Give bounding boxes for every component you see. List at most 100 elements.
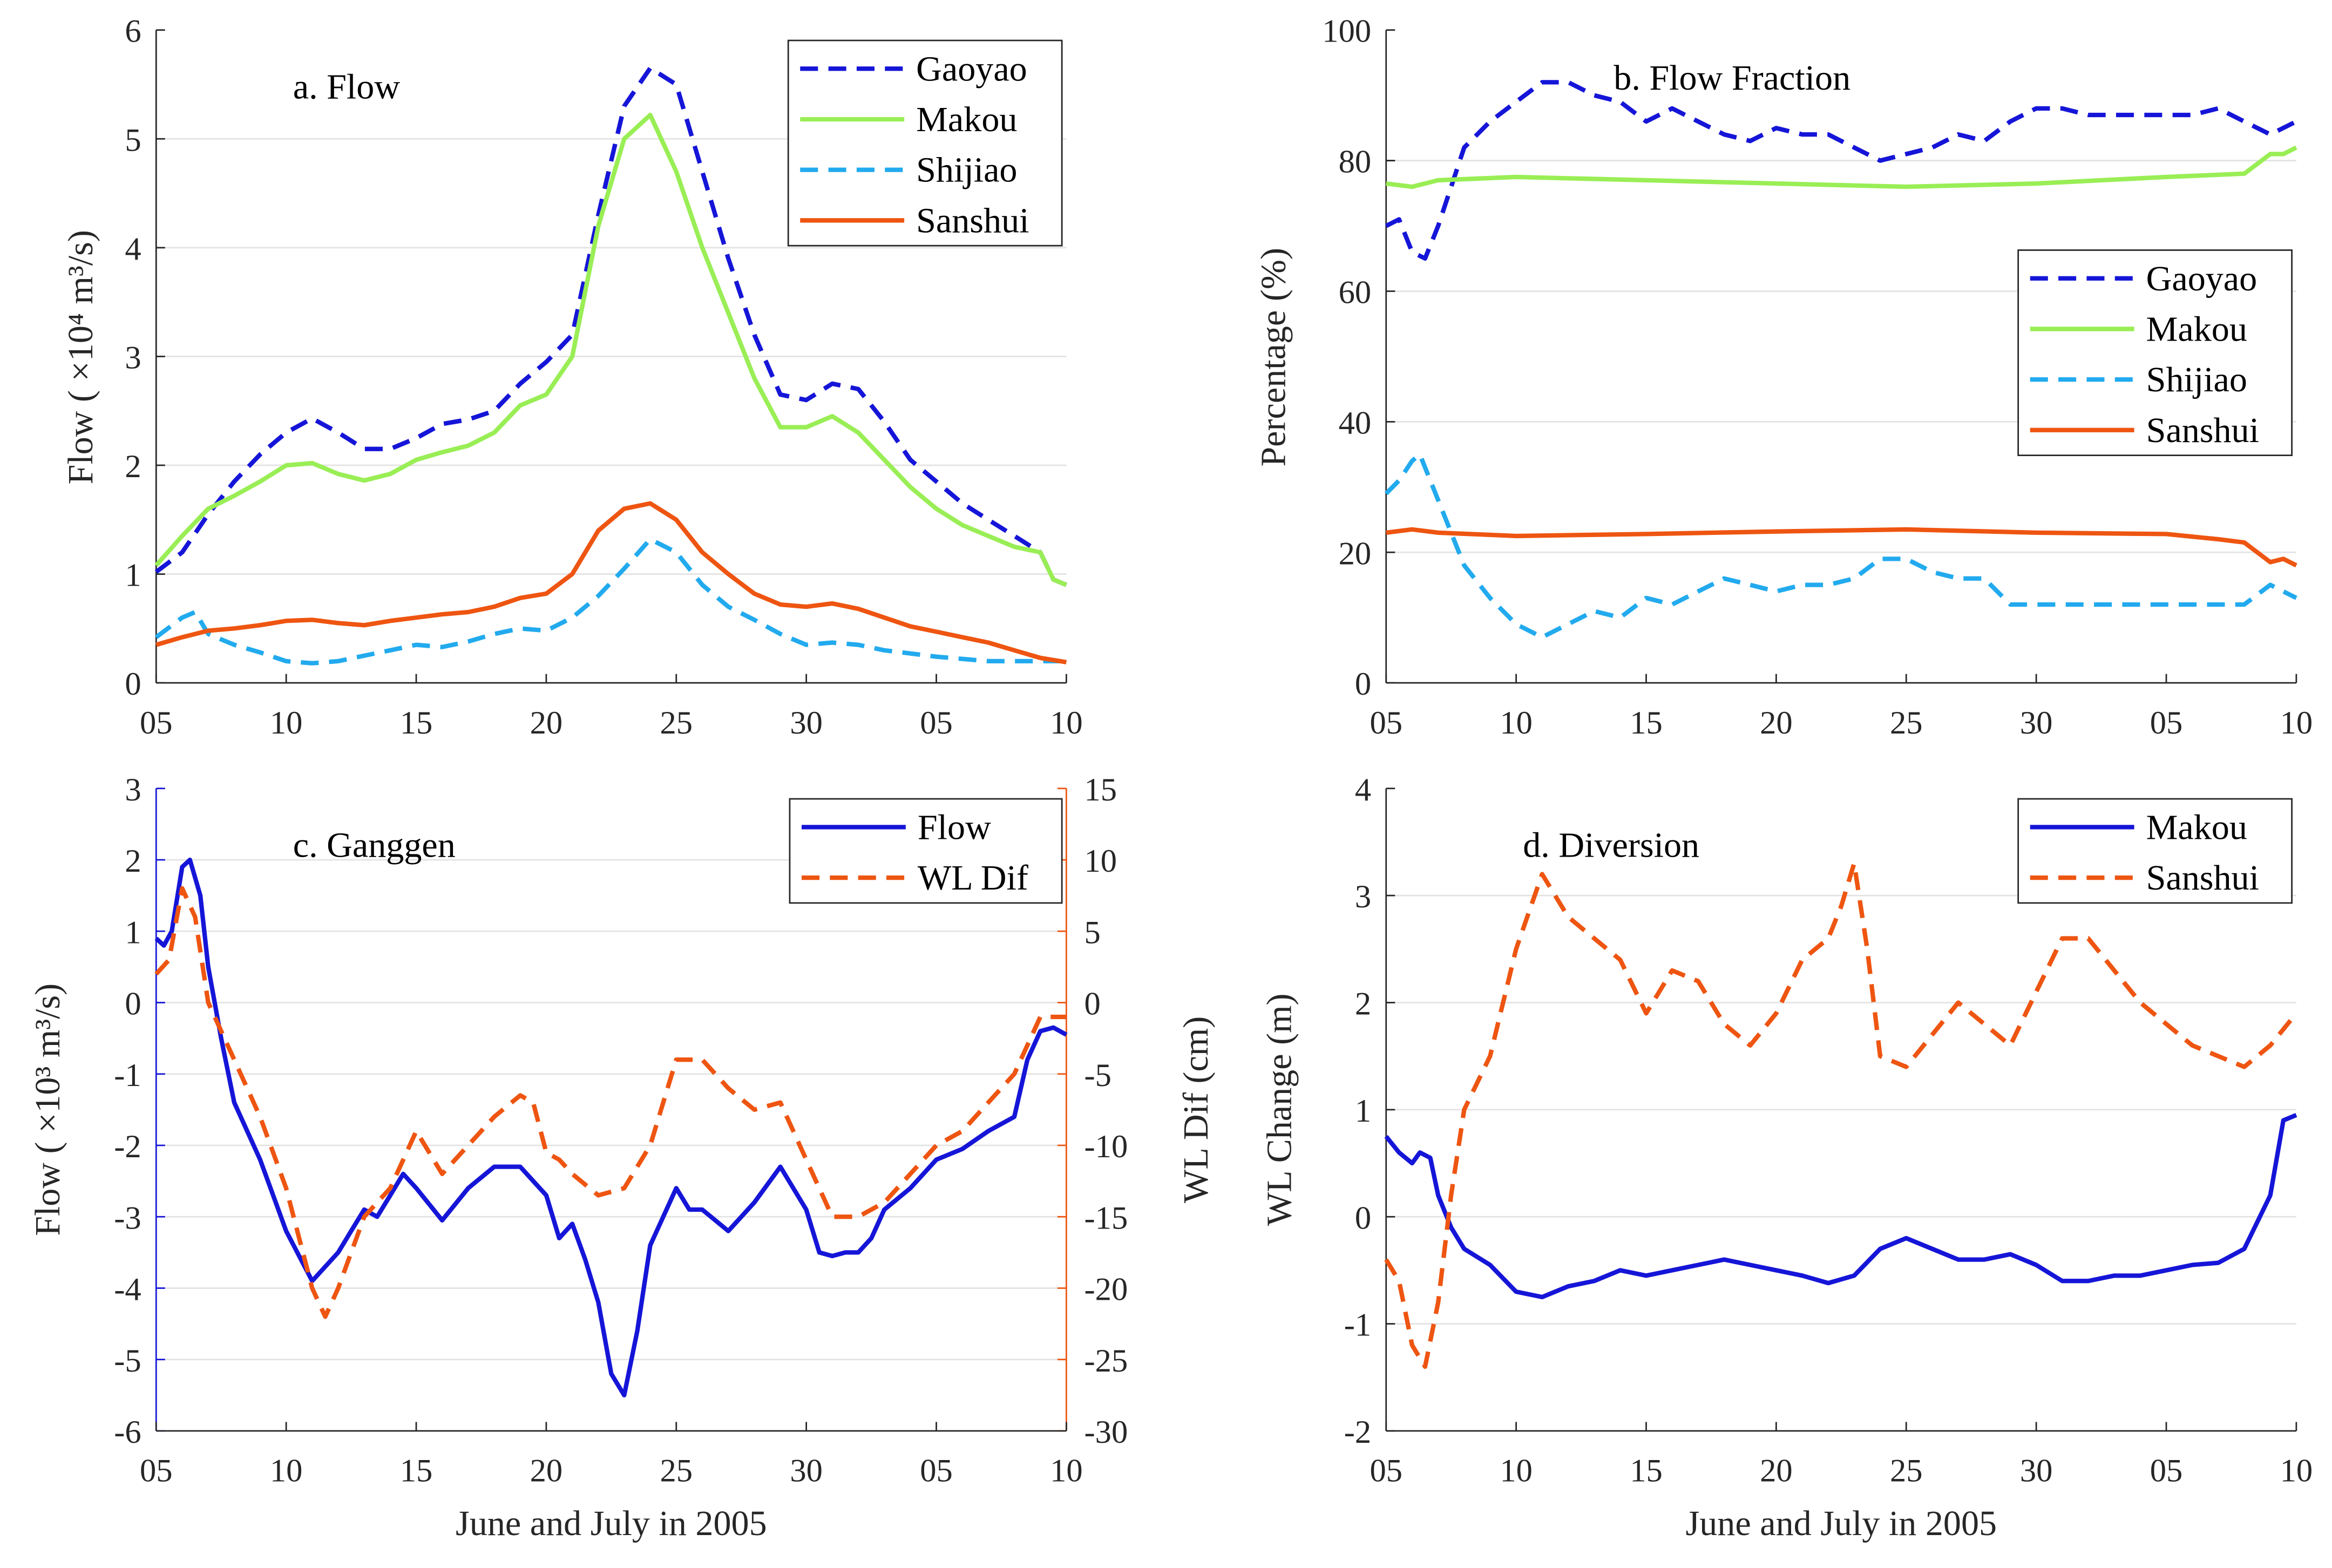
x-tick-label: 30 xyxy=(790,1453,823,1489)
x-tick-label: 10 xyxy=(1050,705,1083,741)
x-tick-label: 10 xyxy=(270,1453,303,1489)
y-tick-label: -2 xyxy=(1344,1414,1372,1450)
panel-title: a. Flow xyxy=(293,67,401,106)
x-tick-label: 30 xyxy=(790,705,823,741)
y-tick-label: -3 xyxy=(114,1200,141,1236)
y-right-tick-label: -10 xyxy=(1084,1129,1128,1165)
y-right-tick-label: -15 xyxy=(1084,1200,1128,1236)
series-line-shijiao xyxy=(154,537,1067,666)
legend: Flow WL Dif xyxy=(789,798,1063,904)
y-axis-label: Flow ( ×10³ m³/s) xyxy=(28,983,67,1236)
y-tick-label: -1 xyxy=(114,1057,141,1094)
x-tick-label: 30 xyxy=(2020,705,2053,741)
x-axis-label: June and July in 2005 xyxy=(456,1504,767,1543)
y-tick-label: 0 xyxy=(1355,666,1371,702)
y-right-tick-label: -30 xyxy=(1084,1414,1128,1450)
y-right-tick-label: 0 xyxy=(1084,986,1100,1022)
x-tick-label: 05 xyxy=(920,705,953,741)
x-tick-label: 15 xyxy=(1630,1453,1663,1489)
x-tick-label: 05 xyxy=(2150,1453,2183,1489)
series-line-makou xyxy=(154,112,1067,587)
y-right-tick-label: -20 xyxy=(1084,1272,1128,1308)
legend: Makou Sanshui xyxy=(2017,798,2293,904)
y-tick-label: 0 xyxy=(125,986,141,1022)
series-line-flow xyxy=(154,857,1068,1397)
series-line-makou xyxy=(1386,145,2297,189)
y-axis-label: Percentage (%) xyxy=(1253,248,1293,467)
x-tick-label: 05 xyxy=(140,1453,173,1489)
y-tick-label: 40 xyxy=(1339,405,1372,441)
x-tick-label: 25 xyxy=(1890,1453,1923,1489)
y-right-tick-label: -25 xyxy=(1084,1343,1128,1379)
series-line-gaoyao xyxy=(1385,80,2297,261)
x-tick-label: 25 xyxy=(660,1453,693,1489)
y-tick-label: -6 xyxy=(114,1414,141,1450)
panel-b: 0 20 40 60 80 100 05 10 15 20 25 30 05 10 b. Flow Frac… xyxy=(1253,13,2313,741)
legend-label: Makou xyxy=(916,100,1017,139)
series-line-sanshui xyxy=(1386,527,2297,568)
y-tick-label: 1 xyxy=(1355,1093,1371,1129)
series-line-gaoyao xyxy=(154,66,1067,587)
y-tick-label: -2 xyxy=(114,1129,141,1165)
y-tick-label: 3 xyxy=(1355,879,1371,915)
legend-label: Sanshui xyxy=(2146,411,2259,450)
y-tick-label: 20 xyxy=(1339,535,1372,572)
x-tick-label: 05 xyxy=(140,705,173,741)
x-tick-label: 10 xyxy=(1500,705,1533,741)
y-right-tick-label: 15 xyxy=(1084,772,1117,808)
legend-label: Makou xyxy=(2146,807,2247,847)
legend-label: Sanshui xyxy=(916,201,1029,240)
x-tick-label: 10 xyxy=(1500,1453,1533,1489)
panel-d: -2 -1 0 1 2 3 4 05 10 15 20 25 30 05 10 d. Diversion WL … xyxy=(1259,772,2313,1543)
y-tick-label: 5 xyxy=(125,122,141,158)
legend-label: Shijiao xyxy=(916,151,1017,190)
series-line-wl-dif xyxy=(154,886,1067,1319)
y-tick-label: 2 xyxy=(1355,986,1371,1022)
x-tick-label: 10 xyxy=(2280,1453,2313,1489)
x-tick-label: 05 xyxy=(1370,705,1402,741)
x-tick-label: 25 xyxy=(660,705,693,741)
legend-box xyxy=(2017,798,2293,904)
y-tick-label: -5 xyxy=(114,1343,141,1379)
legend-label: Gaoyao xyxy=(2146,259,2258,298)
legend-label: Shijiao xyxy=(2146,360,2247,399)
y-tick-label: -4 xyxy=(114,1272,141,1308)
series-line-sanshui xyxy=(155,501,1067,664)
panel-title: b. Flow Fraction xyxy=(1614,58,1850,98)
x-tick-label: 20 xyxy=(1760,705,1793,741)
y-tick-label: 6 xyxy=(125,13,141,50)
panel-a: 0 1 2 3 4 5 6 05 10 15 20 25 30 05 10 a. Flow Flow ( ×10… xyxy=(61,13,1083,741)
x-tick-label: 10 xyxy=(2280,705,2313,741)
y-tick-label: 1 xyxy=(125,914,141,951)
x-tick-label: 10 xyxy=(270,705,303,741)
x-tick-label: 20 xyxy=(1760,1453,1793,1489)
legend-label: Gaoyao xyxy=(916,49,1027,89)
x-tick-label: 25 xyxy=(1890,705,1923,741)
legend-label: Flow xyxy=(918,807,991,847)
y-axis-label: Flow ( ×10⁴ m³/s) xyxy=(61,230,100,484)
y-tick-label: 60 xyxy=(1339,275,1372,311)
x-tick-label: 05 xyxy=(920,1453,953,1489)
y-tick-label: 100 xyxy=(1322,13,1371,50)
y-right-axis-label: WL Dif (cm) xyxy=(1176,1016,1216,1203)
x-tick-label: 05 xyxy=(1370,1453,1402,1489)
legend-label: Makou xyxy=(2146,309,2247,349)
y-tick-label: 0 xyxy=(1355,1200,1371,1236)
x-tick-label: 10 xyxy=(1050,1453,1083,1489)
x-tick-label: 30 xyxy=(2020,1453,2053,1489)
y-tick-label: -1 xyxy=(1344,1307,1372,1343)
y-right-tick-label: 10 xyxy=(1084,843,1117,879)
legend-label: Sanshui xyxy=(2146,858,2259,898)
x-tick-label: 15 xyxy=(400,1453,433,1489)
legend: Gaoyao Makou Shijiao Sanshui xyxy=(787,39,1063,247)
series-line-shijiao xyxy=(1384,452,2297,640)
x-tick-label: 20 xyxy=(530,1453,563,1489)
panel-title: d. Diversion xyxy=(1523,826,1699,865)
x-tick-label: 20 xyxy=(530,705,563,741)
y-tick-label: 2 xyxy=(125,843,141,879)
x-tick-label: 15 xyxy=(1630,705,1663,741)
y-tick-label: 4 xyxy=(1355,772,1371,808)
y-axis-label: WL Change (m) xyxy=(1259,993,1299,1226)
legend-box xyxy=(2017,249,2293,456)
series-line-makou xyxy=(1384,1112,2297,1300)
